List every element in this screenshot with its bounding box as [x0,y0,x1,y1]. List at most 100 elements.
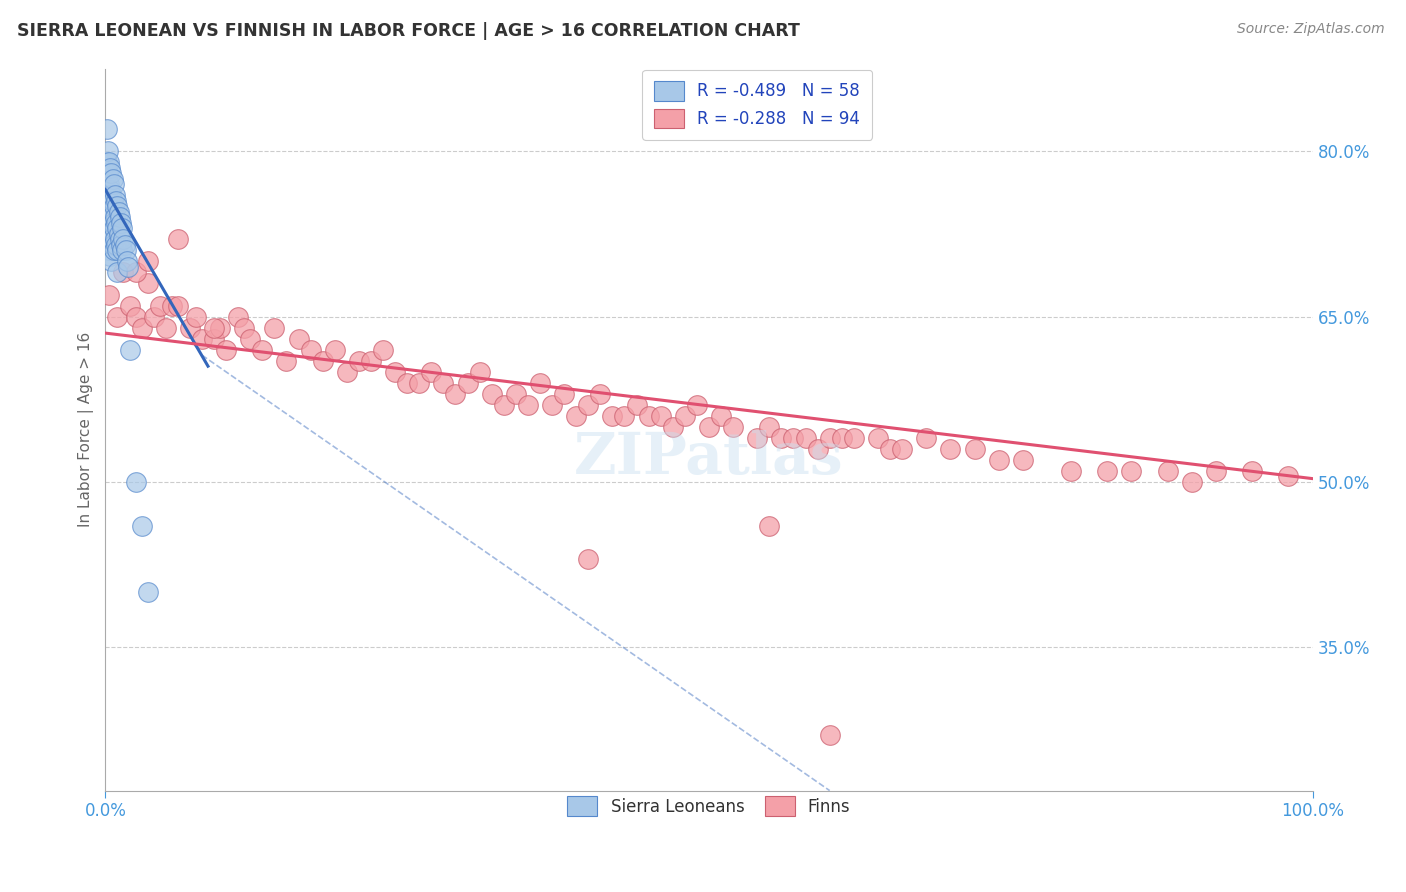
Point [233,320,256,334]
Point [408,376,430,390]
Point [673,409,696,423]
Point [111,244,134,258]
Point [112,232,135,246]
Point [202,332,225,346]
Point [101,216,124,230]
Point [100,232,122,246]
Point [347,353,370,368]
Point [794,431,817,445]
Point [1060,464,1083,478]
Point [818,729,841,743]
Point [97,166,120,180]
Point [98,249,121,263]
Point [710,409,733,423]
Point [468,365,491,379]
Point [103,199,125,213]
Point [371,343,394,357]
Text: SIERRA LEONEAN VS FINNISH IN LABOR FORCE | AGE > 16 CORRELATION CHART: SIERRA LEONEAN VS FINNISH IN LABOR FORCE… [17,22,800,40]
Point [420,365,443,379]
Point [96,155,118,169]
Point [686,398,709,412]
Point [565,409,588,423]
Point [115,254,138,268]
Point [758,519,780,533]
Point [118,343,141,357]
Point [602,409,624,423]
Point [107,199,129,213]
Point [101,171,124,186]
Point [105,238,128,252]
Point [191,332,214,346]
Point [107,265,129,279]
Point [98,287,121,301]
Point [747,431,769,445]
Point [553,386,575,401]
Point [118,299,141,313]
Point [396,376,419,390]
Point [758,419,780,434]
Point [866,431,889,445]
Point [101,238,124,252]
Point [1121,464,1143,478]
Point [104,232,127,246]
Point [97,232,120,246]
Text: Source: ZipAtlas.com: Source: ZipAtlas.com [1237,22,1385,37]
Point [650,409,672,423]
Point [721,419,744,434]
Point [117,260,139,274]
Point [98,178,121,192]
Point [124,310,146,324]
Point [107,244,129,258]
Point [107,227,129,241]
Point [299,343,322,357]
Point [626,398,648,412]
Point [110,216,132,230]
Text: ZIPatlas: ZIPatlas [574,431,844,486]
Point [782,431,804,445]
Point [576,552,599,566]
Point [100,166,122,180]
Point [1181,475,1204,489]
Point [100,211,122,225]
Point [97,145,120,159]
Point [481,386,503,401]
Point [105,194,128,208]
Point [323,343,346,357]
Point [432,376,454,390]
Point [98,244,121,258]
Y-axis label: In Labor Force | Age > 16: In Labor Force | Age > 16 [79,332,94,527]
Point [589,386,612,401]
Point [104,188,127,202]
Point [103,178,125,192]
Point [98,221,121,235]
Point [104,211,127,225]
Point [770,431,793,445]
Point [831,431,853,445]
Point [505,386,527,401]
Point [105,216,128,230]
Point [103,221,125,235]
Point [184,310,207,324]
Point [131,519,153,533]
Point [1011,453,1033,467]
Point [100,254,122,268]
Point [166,299,188,313]
Point [529,376,551,390]
Point [1205,464,1227,478]
Point [263,320,285,334]
Point [103,244,125,258]
Point [124,265,146,279]
Point [98,204,121,219]
Point [107,310,129,324]
Point [457,376,479,390]
Point [98,155,121,169]
Point [818,431,841,445]
Point [1277,469,1299,483]
Point [97,188,120,202]
Point [444,386,467,401]
Point [112,265,135,279]
Point [1157,464,1180,478]
Point [697,419,720,434]
Point [336,365,359,379]
Point [239,332,262,346]
